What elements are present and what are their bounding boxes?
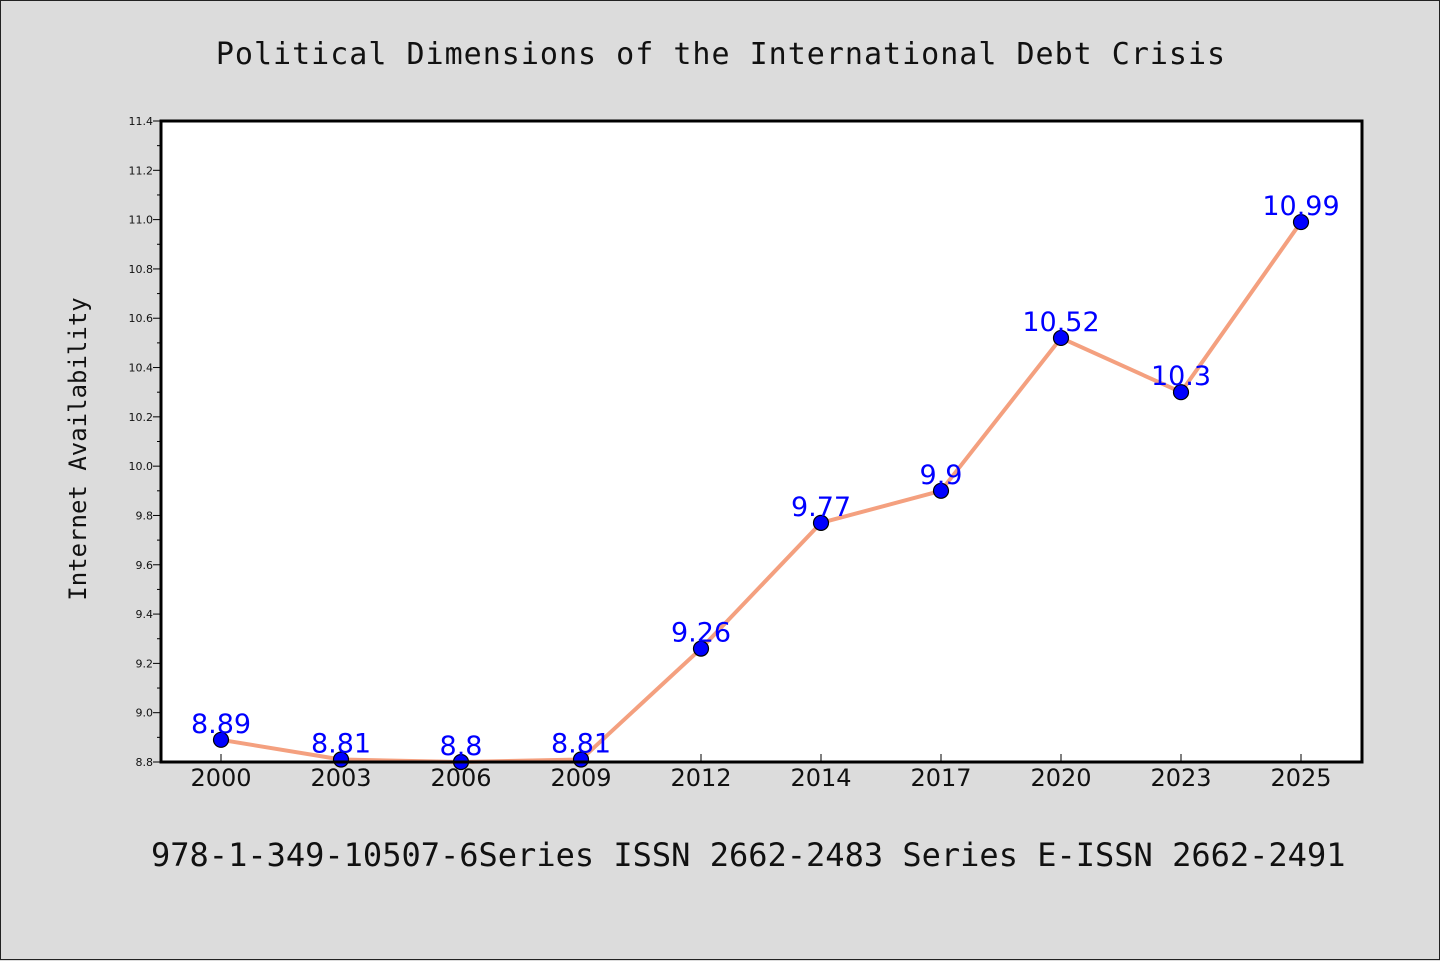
data-point [812,514,830,531]
footer-isbn-issn: 978-1-349-10507-6Series ISSN 2662-2483 S… [151,836,1345,874]
plot-area [161,121,1362,762]
data-label: 10.3 [1151,361,1211,392]
x-tick-label: 2009 [550,764,611,792]
y-tick-label: 11.2 [129,164,154,177]
y-tick-label: 10.4 [129,362,154,375]
data-label: 8.89 [191,709,251,740]
data-point [692,640,710,657]
y-tick-label: 10.6 [129,312,154,325]
data-point [1292,213,1310,231]
data-point [212,731,230,748]
y-tick-label: 9.8 [136,509,154,522]
data-label: 8.81 [551,729,611,760]
y-tick-label: 10.0 [129,460,154,473]
data-label: 10.52 [1022,307,1099,338]
x-tick-label: 2014 [790,764,851,792]
y-tick-label: 11.0 [129,214,154,227]
x-tick-label: 2023 [1150,764,1211,792]
y-tick-label: 9.2 [136,657,154,670]
data-labels-group: 8.89 8.81 8.8 8.81 9.26 9.77 9.9 10.52 10.3 10.99 [191,191,1340,762]
x-tick-label: 2012 [670,764,731,792]
y-tick-label: 9.0 [136,707,154,720]
x-tick-label: 2020 [1030,764,1091,792]
data-label: 9.77 [791,492,851,523]
x-tick-label: 2000 [190,764,251,792]
data-label: 9.26 [671,618,731,649]
y-tick-label: 10.2 [129,411,154,424]
data-label: 10.99 [1262,191,1339,222]
x-tick-label: 2025 [1270,764,1331,792]
chart-title: Political Dimensions of the Internationa… [216,37,1226,72]
data-label: 8.8 [440,731,483,762]
y-tick-label: 8.8 [136,756,154,769]
data-point [1172,384,1190,401]
x-tick-label: 2017 [910,764,971,792]
plot-frame [159,119,1364,764]
y-tick-label: 9.6 [136,559,154,572]
y-axis: 8.8 9.0 9.2 9.4 9.6 9.8 10.0 10.2 10.4 10.6 10.8 11… [129,115,161,769]
y-tick-label: 10.8 [129,263,154,276]
data-label: 9.9 [920,460,963,491]
y-tick-label: 9.4 [136,608,154,621]
y-axis-label: Internet Availability [64,297,92,600]
data-point [932,482,950,499]
x-axis: 2000 2003 2006 2009 2012 2014 2017 2020 2023 2025 [190,754,1332,792]
x-tick-label: 2003 [310,764,371,792]
y-tick-label: 11.4 [129,115,154,128]
data-point [1052,329,1070,347]
data-label: 8.81 [311,729,371,760]
